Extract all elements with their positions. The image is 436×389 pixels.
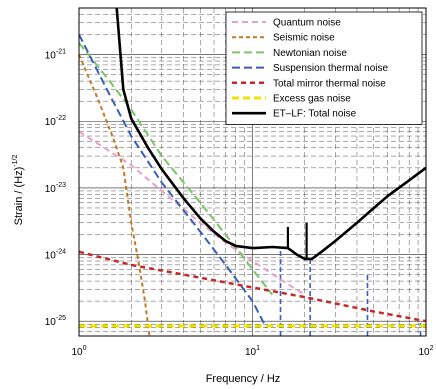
x-tick-label: 100 <box>71 345 86 358</box>
y-axis-label: Strain / (Hz)-1/2 <box>12 155 25 226</box>
legend-label: Excess gas noise <box>273 94 351 105</box>
series-line-2 <box>78 42 274 296</box>
y-tick-label: 10-23 <box>45 182 66 195</box>
legend-label: ET–LF: Total noise <box>273 109 357 120</box>
y-tick-label: 10-22 <box>45 115 66 128</box>
tick-labels: 100 101 102 10-25 10-24 10-23 10-22 10-21 <box>45 49 434 358</box>
axes <box>78 7 427 337</box>
series-line-4 <box>78 250 427 323</box>
legend-label: Newtonian noise <box>273 48 347 59</box>
series-line-1 <box>78 54 151 337</box>
x-tick-label: 102 <box>418 345 433 358</box>
x-tick-label: 101 <box>245 345 260 358</box>
legend-label: Suspension thermal noise <box>273 63 389 74</box>
legend-label: Quantum noise <box>273 18 341 29</box>
x-axis-label: Frequency / Hz <box>206 373 281 385</box>
y-tick-label: 10-25 <box>45 315 66 328</box>
legend-label: Seismic noise <box>273 33 335 44</box>
series-line-6 <box>115 7 427 261</box>
y-tick-label: 10-21 <box>45 49 66 62</box>
series-line-3 <box>78 34 268 329</box>
legend: Quantum noise Seismic noise Newtonian nois… <box>225 11 423 125</box>
legend-label: Total mirror thermal noise <box>273 78 386 89</box>
plot-frame <box>78 7 427 337</box>
y-tick-label: 10-24 <box>45 249 66 262</box>
series-lines <box>78 7 427 337</box>
